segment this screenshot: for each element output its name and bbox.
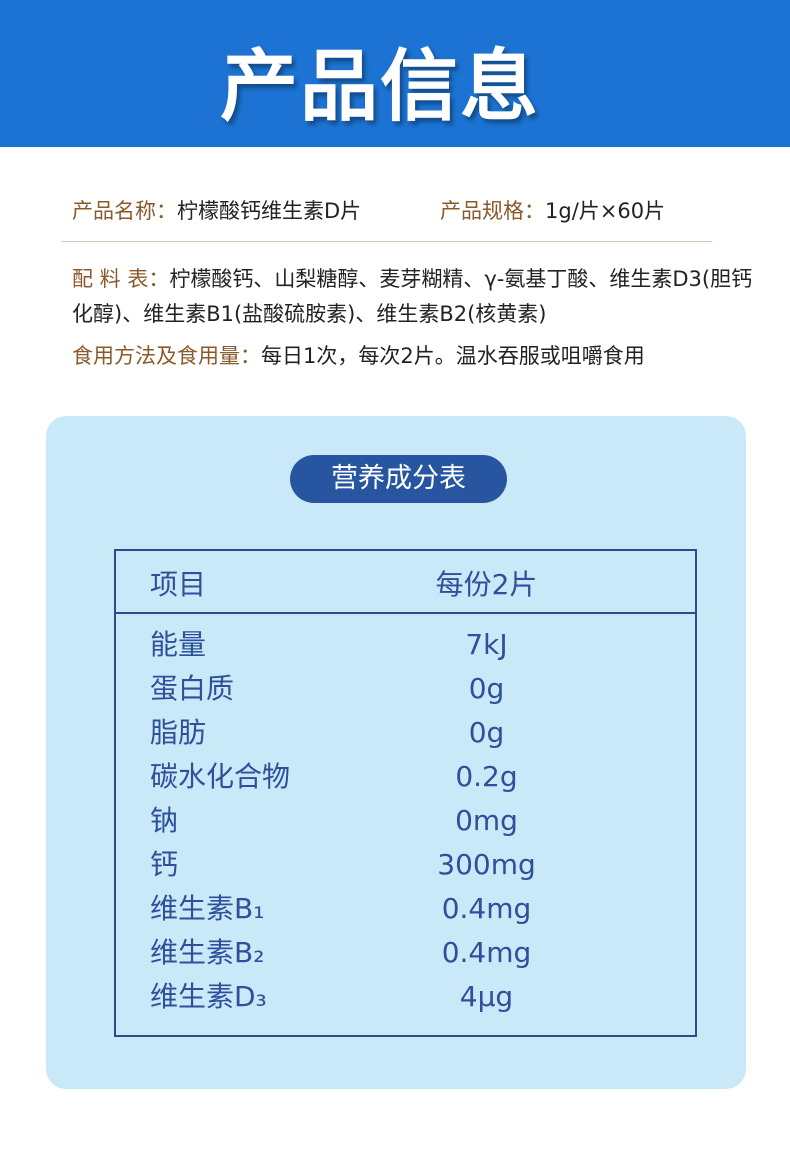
nutrition-title: 营养成分表 xyxy=(290,455,507,503)
value: 每日1次，每次2片。温水吞服或咀嚼食用 xyxy=(261,344,645,368)
label: 产品名称： xyxy=(72,199,177,223)
amount-cell: 0.2g xyxy=(455,760,518,793)
item-cell: 维生素B₁ xyxy=(150,892,265,925)
spec-line: 产品规格：1g/片×60片 xyxy=(440,195,665,225)
item-cell: 蛋白质 xyxy=(150,672,235,705)
table-header: 项目 每份2片 xyxy=(116,551,695,614)
nutrition-table: 项目 每份2片 能量 7kJ 蛋白质 0g 脂肪 0g 碳水化合物 0.2g 钠 0mg 钙 300m… xyxy=(114,549,697,1037)
item-cell: 能量 xyxy=(150,628,207,661)
label: 食用方法及食用量： xyxy=(72,344,261,368)
value: 1g/片×60片 xyxy=(545,199,666,223)
ingredients: 配 料 表：柠檬酸钙、山梨糖醇、麦芽糊精、γ-氨基丁酸、维生素D3(胆钙化醇)、… xyxy=(72,262,762,332)
name-line: 产品名称：柠檬酸钙维生素D片 xyxy=(72,195,361,225)
header-cell: 每份2片 xyxy=(435,568,538,601)
amount-cell: 0.4mg xyxy=(441,892,532,925)
page-title: 产品信息 xyxy=(219,42,540,132)
usage-line: 食用方法及食用量：每日1次，每次2片。温水吞服或咀嚼食用 xyxy=(72,340,645,370)
amount-cell: 7kJ xyxy=(465,628,508,661)
item-cell: 钠 xyxy=(150,804,179,837)
amount-cell: 300mg xyxy=(437,848,536,881)
value: 柠檬酸钙维生素D片 xyxy=(177,199,362,223)
label: 产品规格： xyxy=(440,199,545,223)
item-cell: 维生素D₃ xyxy=(150,980,267,1013)
item-cell: 钙 xyxy=(150,848,179,881)
divider xyxy=(62,241,712,242)
item-cell: 碳水化合物 xyxy=(150,760,291,793)
nutrition-panel xyxy=(46,416,746,1089)
header-cell: 项目 xyxy=(150,568,207,601)
amount-cell: 0g xyxy=(468,716,505,749)
header-bar: 产品信息 xyxy=(0,0,790,147)
amount-cell: 0g xyxy=(468,672,505,705)
amount-cell: 0mg xyxy=(455,804,518,837)
item-cell: 脂肪 xyxy=(150,716,207,749)
amount-cell: 4μg xyxy=(459,980,514,1013)
item-cell: 维生素B₂ xyxy=(150,936,265,969)
label: 配 料 表： xyxy=(72,267,170,291)
value: 柠檬酸钙、山梨糖醇、麦芽糊精、γ-氨基丁酸、维生素D3(胆钙化醇)、维生素B1(… xyxy=(72,267,753,326)
amount-cell: 0.4mg xyxy=(441,936,532,969)
